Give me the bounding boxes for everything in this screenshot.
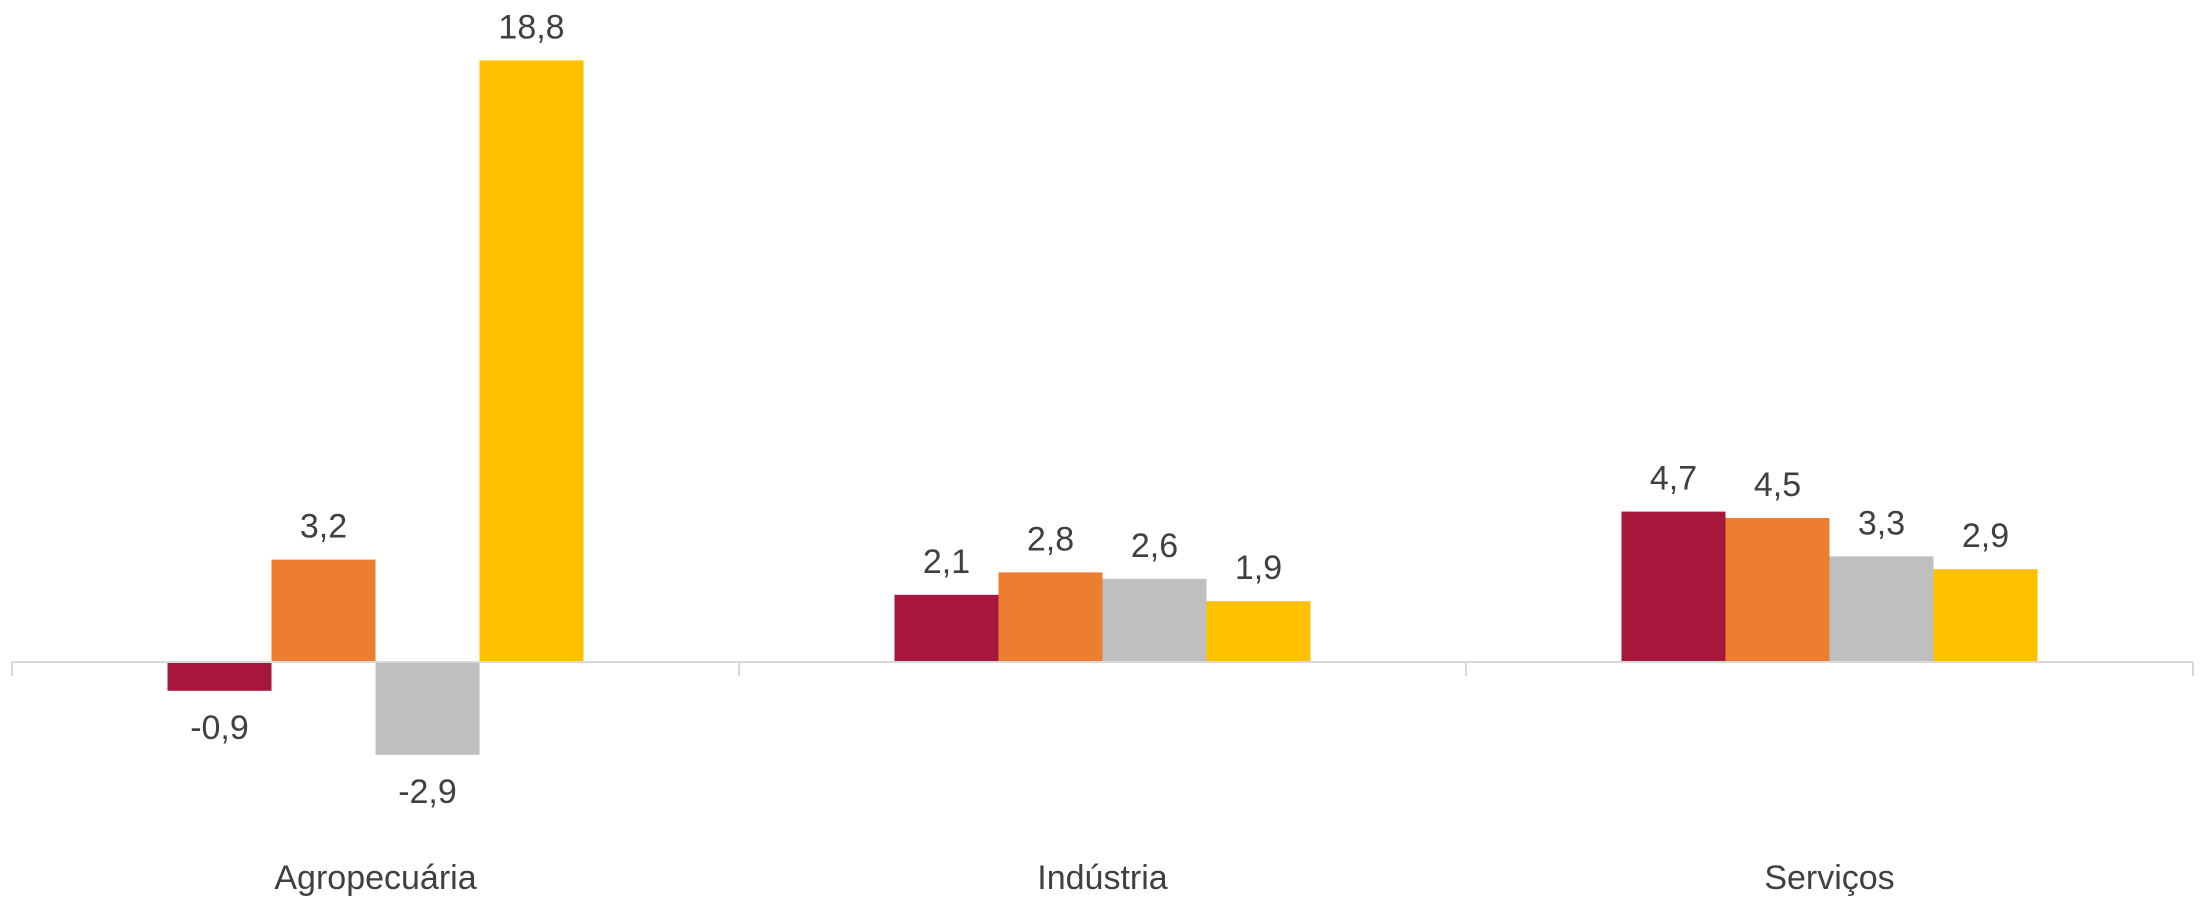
data-labels-layer: -0,9 3,2 -2,9 18,8 2,1 2,8 2,6 1,9 4,7 4,5 3,3 2,9	[190, 8, 2009, 810]
bar-2-cat-2	[998, 572, 1103, 662]
data-label-3-cat-1: -2,9	[398, 773, 457, 811]
bar-4-cat-2	[1206, 601, 1311, 662]
data-label-4-cat-2: 1,9	[1235, 549, 1282, 587]
data-label-1-cat-2: 2,1	[923, 543, 970, 581]
data-label-3-cat-3: 3,3	[1858, 504, 1905, 542]
data-label-4-cat-1: 18,8	[498, 8, 564, 46]
data-label-2-cat-2: 2,8	[1027, 520, 1074, 558]
bar-4-cat-3	[1933, 569, 2038, 662]
category-labels-layer: Agropecuária Indústria Serviços	[274, 859, 1894, 897]
bar-2-cat-3	[1725, 518, 1830, 662]
bar-1-cat-1	[167, 662, 272, 691]
bar-4-cat-1	[479, 60, 584, 662]
data-label-1-cat-1: -0,9	[190, 709, 249, 747]
category-label-1: Agropecuária	[274, 859, 476, 897]
bar-3-cat-2	[1102, 578, 1207, 662]
bar-3-cat-1	[375, 662, 480, 755]
data-label-1-cat-3: 4,7	[1650, 460, 1697, 498]
bars-layer	[167, 60, 2038, 755]
data-label-2-cat-1: 3,2	[300, 508, 347, 546]
data-label-4-cat-3: 2,9	[1962, 517, 2009, 555]
bar-3-cat-3	[1829, 556, 1934, 662]
category-label-3: Serviços	[1764, 859, 1894, 897]
bar-1-cat-3	[1621, 511, 1726, 662]
bar-1-cat-2	[894, 594, 999, 662]
data-label-2-cat-3: 4,5	[1754, 466, 1801, 504]
x-axis	[11, 661, 2194, 676]
category-label-2: Indústria	[1037, 859, 1167, 897]
bar-2-cat-1	[271, 559, 376, 662]
data-label-3-cat-2: 2,6	[1131, 527, 1178, 565]
